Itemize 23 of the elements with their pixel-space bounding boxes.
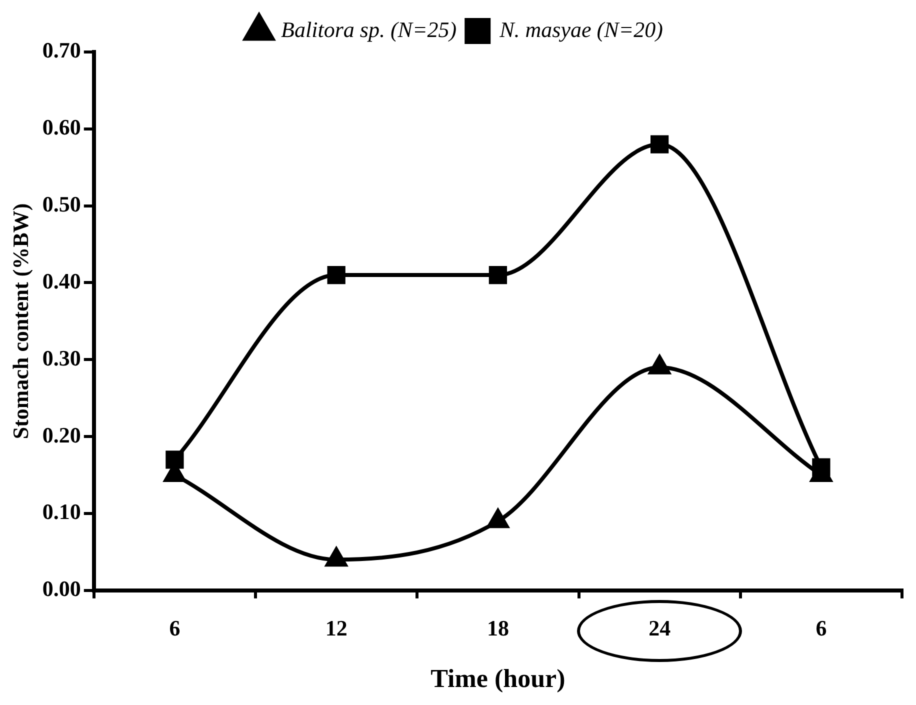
point: [650, 135, 669, 154]
y-axis-title: Stomach content (%BW): [8, 203, 33, 440]
x-tick-label: 6: [816, 615, 827, 640]
legend-label: N. masyae (N=20): [498, 16, 663, 42]
y-tick-label: 0.10: [42, 499, 81, 524]
x-tick-label: 24: [648, 615, 671, 640]
y-tick-label: 0.20: [42, 422, 81, 448]
point: [327, 266, 346, 284]
point: [488, 266, 508, 284]
y-tick-label: 0.00: [42, 576, 81, 602]
x-axis-title: Time (hour): [430, 664, 566, 694]
x-tick-label: 6: [169, 615, 180, 640]
point: [648, 355, 670, 374]
x-tick-label: 12: [325, 615, 348, 640]
y-tick-label: 0.50: [42, 192, 81, 217]
y-tick-label: 0.30: [42, 345, 81, 370]
y-tick-label: 0.40: [42, 268, 81, 294]
y-tick-label: 0.70: [42, 38, 81, 63]
y-tick-label: 0.60: [42, 114, 81, 140]
x-tick-label: 18: [486, 615, 509, 640]
legend-label: Balitora sp. (N=25): [281, 16, 457, 42]
point: [326, 548, 347, 567]
point: [487, 509, 509, 528]
